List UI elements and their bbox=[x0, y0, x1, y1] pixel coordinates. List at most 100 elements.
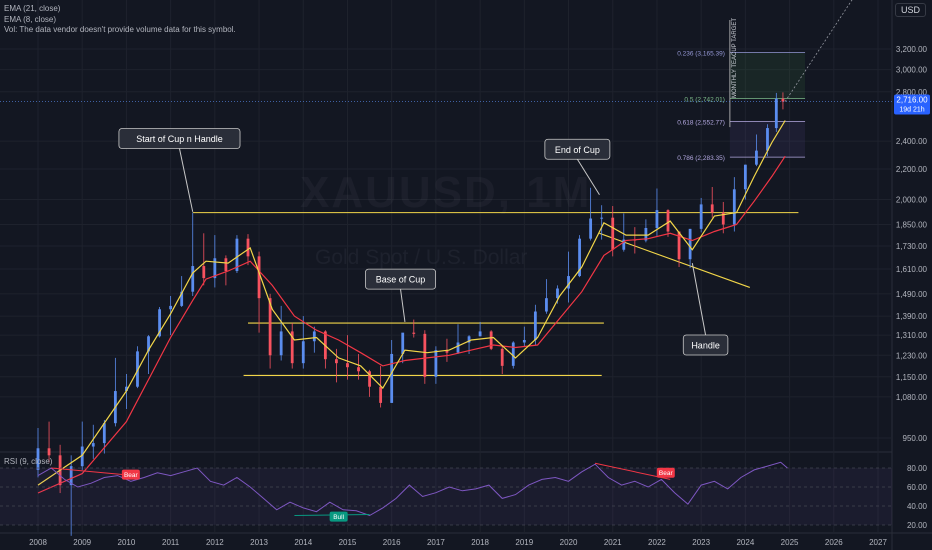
x-tick-label: 2021 bbox=[604, 538, 622, 547]
last-price-value: 2,716.00 bbox=[896, 96, 928, 105]
symbol-subtitle-watermark: Gold Spot / U.S. Dollar bbox=[315, 246, 528, 269]
candle-body bbox=[224, 258, 228, 272]
rsi-level-label: 20.00 bbox=[907, 521, 928, 530]
x-tick-label: 2008 bbox=[29, 538, 47, 547]
rsi-divergence-line bbox=[51, 467, 136, 477]
candle-body bbox=[666, 210, 670, 232]
candle-body bbox=[556, 288, 559, 299]
x-tick-label: 2027 bbox=[869, 538, 887, 547]
x-tick-label: 2011 bbox=[162, 538, 180, 547]
legend-volume[interactable]: Vol: The data vendor doesn't provide vol… bbox=[4, 25, 236, 34]
y-tick-label: 3,200.00 bbox=[896, 45, 928, 54]
symbol-watermark: XAUUSD, 1M bbox=[300, 168, 592, 217]
candle-body bbox=[235, 238, 239, 272]
candle-body bbox=[478, 331, 482, 337]
candle-body bbox=[743, 164, 747, 190]
candle-body bbox=[301, 341, 305, 364]
legend-ema-21[interactable]: EMA (21, close) bbox=[4, 4, 61, 13]
candle-body bbox=[467, 336, 471, 343]
candle-body bbox=[69, 466, 73, 486]
candle-body bbox=[312, 331, 316, 342]
candle-body bbox=[202, 266, 206, 279]
candle-body bbox=[91, 443, 95, 447]
candle-body bbox=[766, 128, 769, 151]
y-tick-label: 2,000.00 bbox=[896, 196, 928, 205]
candle-body bbox=[136, 351, 139, 387]
y-tick-label: 2,200.00 bbox=[896, 165, 928, 174]
candle-body bbox=[379, 386, 383, 403]
x-tick-label: 2020 bbox=[560, 538, 578, 547]
currency-button[interactable]: USD bbox=[894, 3, 926, 17]
rsi-bull-badge bbox=[329, 511, 348, 522]
candle-body bbox=[36, 448, 40, 470]
y-tick-label: 1,080.00 bbox=[896, 393, 928, 402]
y-tick-label: 1,390.00 bbox=[896, 312, 928, 321]
last-price-box bbox=[894, 94, 930, 115]
candle-body bbox=[357, 367, 360, 372]
candle-body bbox=[147, 336, 150, 352]
candle-body bbox=[368, 371, 371, 387]
candle-body bbox=[158, 309, 161, 337]
candle-body bbox=[522, 340, 526, 343]
candle-body bbox=[600, 217, 604, 219]
candle-body bbox=[567, 276, 570, 289]
x-tick-label: 2015 bbox=[339, 538, 357, 547]
x-tick-label: 2016 bbox=[383, 538, 401, 547]
candle-body bbox=[102, 423, 106, 444]
ema-21-line bbox=[37, 155, 786, 494]
candle-body bbox=[545, 298, 548, 312]
candle-body bbox=[434, 350, 438, 377]
candle-body bbox=[180, 291, 184, 306]
rsi-level-label: 80.00 bbox=[907, 464, 928, 473]
rsi-bear-badge bbox=[656, 467, 675, 478]
candle-body bbox=[589, 218, 593, 239]
candle-body bbox=[774, 98, 778, 129]
candle-body bbox=[699, 204, 703, 229]
y-tick-label: 1,490.00 bbox=[896, 290, 928, 299]
rsi-legend[interactable]: RSI (9, close) bbox=[4, 457, 53, 466]
candle-body bbox=[644, 228, 648, 241]
candle-body bbox=[533, 311, 537, 341]
ema-8-line bbox=[37, 120, 786, 486]
candle-body bbox=[213, 258, 217, 279]
candle-body bbox=[732, 189, 736, 225]
x-tick-label: 2019 bbox=[515, 538, 533, 547]
candle-body bbox=[755, 150, 758, 165]
fib-zone-label: MONTHLY TEACUP TARGET bbox=[732, 18, 738, 98]
candle-body bbox=[500, 348, 504, 366]
candle-body bbox=[401, 332, 405, 354]
x-tick-label: 2013 bbox=[250, 538, 268, 547]
x-tick-label: 2026 bbox=[825, 538, 843, 547]
y-tick-label: 950.00 bbox=[903, 434, 928, 443]
y-tick-label: 1,230.00 bbox=[896, 351, 928, 360]
fib-level-label: 0.236 (3,165.39) bbox=[677, 50, 725, 57]
candle-body bbox=[781, 98, 785, 102]
handle-trendline bbox=[599, 232, 750, 288]
callout-box bbox=[365, 268, 436, 290]
candle-body bbox=[611, 217, 615, 250]
y-tick-label: 2,400.00 bbox=[896, 137, 928, 146]
callout-text: End of Cup bbox=[555, 145, 600, 155]
indicator-legend: EMA (21, close) EMA (8, close) Vol: The … bbox=[4, 4, 236, 36]
rsi-level-label: 60.00 bbox=[907, 483, 928, 492]
candle-body bbox=[390, 353, 394, 403]
x-tick-label: 2010 bbox=[118, 538, 136, 547]
candle-body bbox=[346, 363, 349, 368]
rsi-level-label: 40.00 bbox=[907, 502, 928, 511]
x-tick-label: 2012 bbox=[206, 538, 224, 547]
candle-body bbox=[268, 298, 272, 356]
candle-body bbox=[257, 256, 261, 299]
callout-pointer bbox=[400, 289, 406, 322]
candle-body bbox=[456, 342, 460, 353]
rsi-bear-label: Bear bbox=[659, 470, 674, 477]
x-tick-label: 2014 bbox=[294, 538, 312, 547]
x-tick-label: 2017 bbox=[427, 538, 445, 547]
rsi-band bbox=[0, 468, 892, 525]
candle-body bbox=[511, 342, 515, 366]
callout-text: Handle bbox=[691, 341, 720, 351]
x-tick-label: 2025 bbox=[781, 538, 799, 547]
legend-ema-8[interactable]: EMA (8, close) bbox=[4, 14, 57, 24]
candle-body bbox=[578, 238, 581, 277]
rsi-line bbox=[37, 461, 788, 517]
